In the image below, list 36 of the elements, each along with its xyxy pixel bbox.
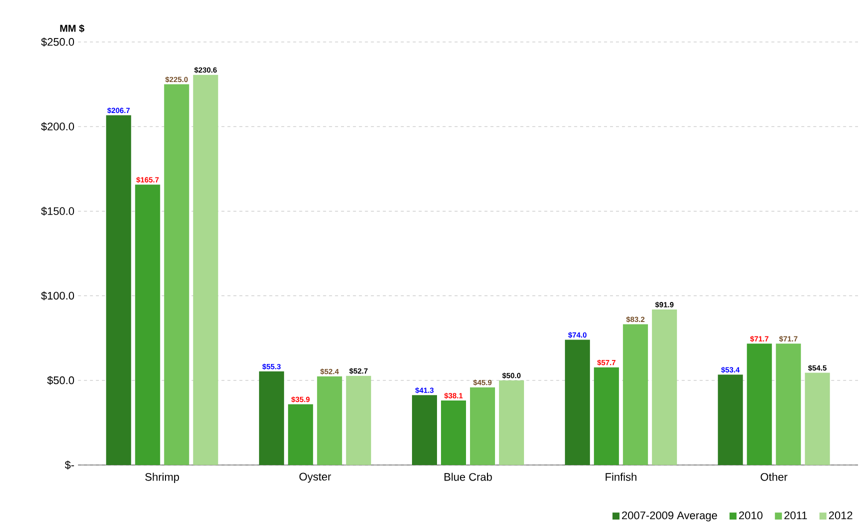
y-axis-title: MM $	[60, 24, 84, 32]
legend-label: 2010	[739, 512, 762, 520]
bar	[317, 376, 342, 465]
bar	[470, 387, 496, 465]
y-tick-label: $250.0	[41, 38, 74, 46]
bar	[718, 374, 743, 465]
legend-label: 2012	[828, 512, 852, 520]
bar	[441, 400, 466, 465]
x-tick-label: Oyster	[299, 472, 332, 483]
y-tick-label: $200.0	[41, 122, 74, 132]
y-tick-label: $150.0	[41, 206, 74, 216]
bar	[106, 115, 132, 465]
legend-label: 2011	[784, 512, 807, 520]
bar	[746, 344, 772, 465]
x-tick-label: Shrimp	[145, 472, 179, 483]
bar	[594, 367, 619, 465]
bar	[564, 340, 590, 465]
bar	[412, 395, 438, 465]
bar	[804, 372, 830, 465]
x-tick-label: Finfish	[606, 472, 636, 481]
bar	[499, 380, 524, 465]
bar	[135, 184, 160, 465]
bar	[193, 74, 218, 465]
bar	[288, 404, 314, 465]
bar	[652, 310, 677, 465]
bar	[622, 324, 648, 465]
bar	[776, 344, 801, 465]
x-tick-label: Blue Crab	[444, 472, 492, 481]
x-tick-label: Other	[760, 472, 788, 481]
bar	[346, 376, 372, 465]
y-tick-label: $100.0	[41, 291, 74, 300]
bar	[259, 371, 284, 465]
y-tick-label: $50.0	[47, 376, 74, 385]
y-tick-label: $-	[64, 460, 74, 470]
legend-label: 2007-2009 Average	[622, 512, 718, 522]
bar	[164, 84, 190, 465]
